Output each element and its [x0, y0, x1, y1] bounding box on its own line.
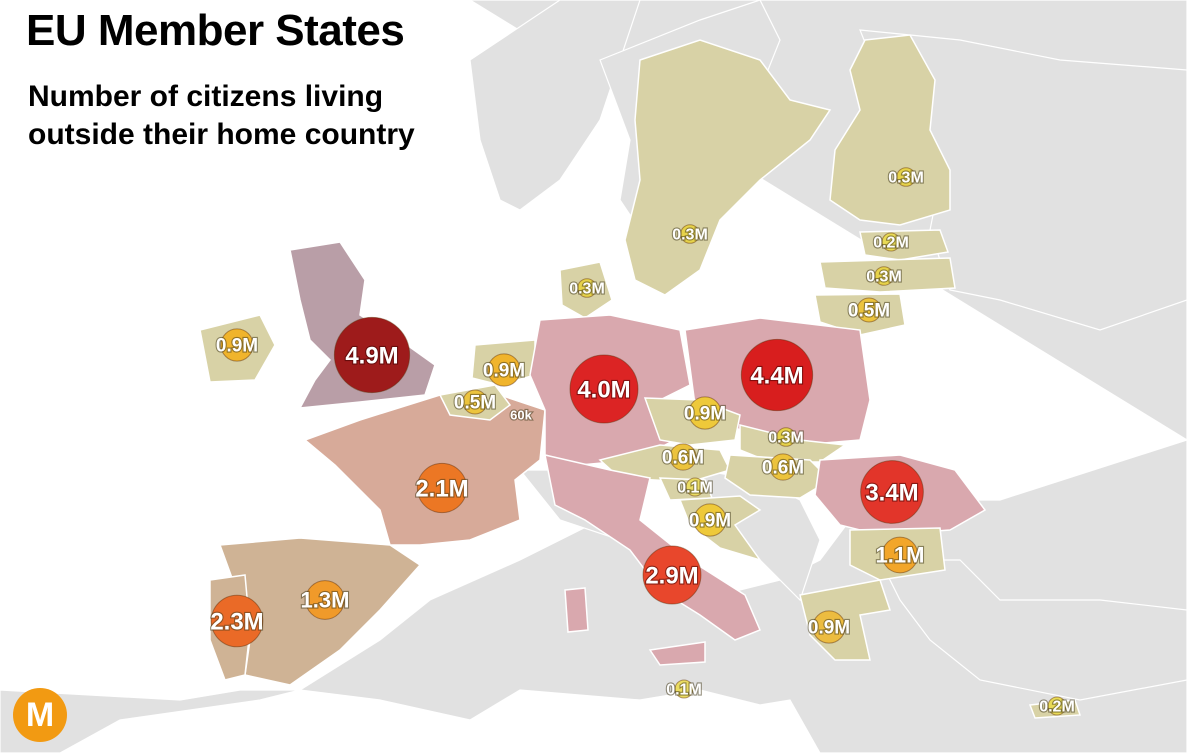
bubble-spain	[305, 580, 345, 620]
bubble-poland	[740, 338, 814, 412]
bubble-malta	[674, 679, 694, 699]
bubble-sweden	[680, 224, 700, 244]
value-label-italy: 2.9M	[645, 562, 698, 589]
subtitle-line-1: Number of citizens living	[28, 80, 384, 113]
bubble-layer	[210, 167, 1067, 716]
bubble-germany	[569, 354, 639, 424]
value-label-ireland: 0.9M	[216, 336, 258, 357]
bubble-ireland	[220, 328, 254, 362]
value-label-netherlands: 0.9M	[483, 361, 525, 382]
value-label-denmark: 0.3M	[569, 281, 605, 298]
label-layer: 4.9M 4.4M 4.0M 3.4M 2.9M 2.3M 2.1M 1.3M 1.1M 0.9M…	[209, 169, 1076, 717]
bubble-cyprus	[1047, 696, 1067, 716]
bubble-greece	[812, 610, 846, 644]
bubble-czech-republic	[688, 396, 722, 430]
bubble-hungary	[769, 453, 797, 481]
subtitle-line-2: outside their home country	[28, 118, 415, 151]
value-label-hungary: 0.6M	[762, 458, 804, 479]
bubble-portugal	[210, 594, 264, 648]
value-label-germany: 4.0M	[577, 376, 630, 403]
value-label-malta: 0.1M	[666, 682, 702, 699]
value-label-austria: 0.6M	[662, 448, 704, 469]
value-label-czech-republic: 0.9M	[684, 404, 726, 425]
value-label-croatia: 0.9M	[689, 511, 731, 532]
value-label-latvia: 0.3M	[866, 269, 902, 286]
region-finland	[829, 34, 951, 226]
value-label-cyprus: 0.2M	[1039, 699, 1075, 716]
value-label-bulgaria: 1.1M	[876, 543, 925, 568]
value-label-estonia: 0.2M	[873, 235, 909, 252]
value-label-united-kingdom: 4.9M	[345, 342, 398, 369]
value-label-lithuania: 0.5M	[848, 301, 890, 322]
value-label-poland: 4.4M	[750, 362, 803, 389]
value-label-portugal: 2.3M	[210, 608, 263, 635]
value-label-romania: 3.4M	[865, 479, 918, 506]
bubble-slovakia	[776, 427, 796, 447]
map-subtitle: Number of citizens living outside their …	[28, 78, 488, 154]
bubble-croatia	[693, 503, 727, 537]
value-label-slovenia: 0.1M	[677, 480, 713, 497]
region-sardinia	[564, 587, 589, 633]
value-label-slovakia: 0.3M	[768, 430, 804, 447]
region-estonia	[859, 229, 950, 261]
value-label-luxembourg: 60k	[510, 408, 532, 423]
bubble-united-kingdom	[333, 316, 411, 394]
bubble-finland	[896, 167, 916, 187]
value-label-sweden: 0.3M	[672, 227, 708, 244]
bubble-slovenia	[685, 477, 705, 497]
bubble-austria	[669, 443, 697, 471]
bubble-belgium	[462, 389, 488, 415]
map-title: EU Member States	[26, 6, 405, 55]
bubble-bulgaria	[881, 536, 919, 574]
value-label-finland: 0.3M	[888, 170, 924, 187]
value-label-greece: 0.9M	[808, 618, 850, 639]
bubble-netherlands	[487, 353, 521, 387]
region-italy	[544, 454, 761, 641]
bubble-france	[416, 462, 468, 514]
bubble-estonia	[881, 232, 901, 252]
value-label-france: 2.1M	[415, 475, 468, 502]
bubble-denmark	[577, 278, 597, 298]
region-sweden	[624, 39, 832, 296]
region-sicily	[648, 641, 706, 666]
bubble-italy	[642, 545, 702, 605]
bubble-latvia	[874, 266, 894, 286]
value-label-spain: 1.3M	[301, 588, 350, 613]
bubble-lithuania	[856, 297, 882, 323]
brand-logo: M	[13, 688, 67, 742]
bubble-romania	[860, 460, 924, 524]
value-label-belgium: 0.5M	[454, 393, 496, 414]
